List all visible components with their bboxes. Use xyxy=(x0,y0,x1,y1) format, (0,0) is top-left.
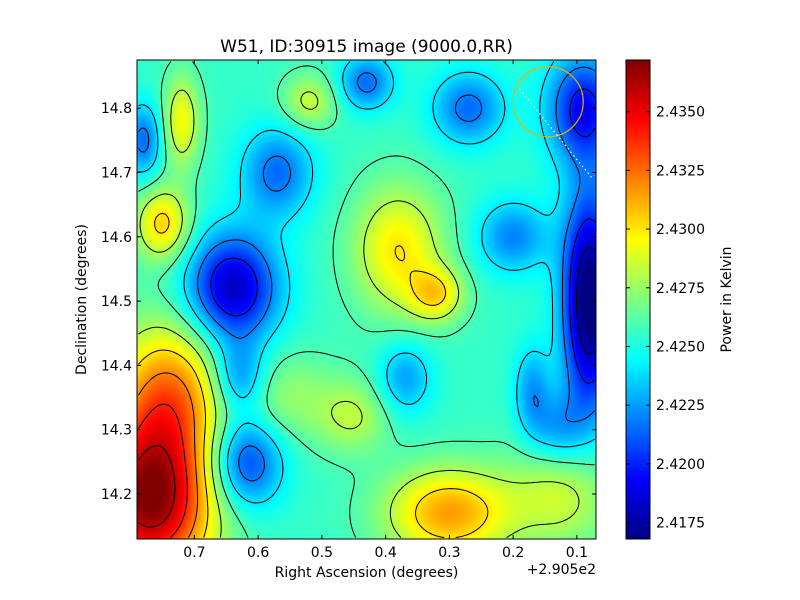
x-tick-label: 0.7 xyxy=(183,545,205,561)
y-tick-label: 14.7 xyxy=(101,166,132,182)
colorbar-ticks: 2.4175 2.4200 2.4225 2.4250 2.4275 2.4300 2.43… xyxy=(626,105,705,532)
chart-title: W51, ID:30915 image (9000.0,RR) xyxy=(220,37,513,57)
y-axis-ticks: 14.2 14.3 14.4 14.5 14.6 14.7 14.8 xyxy=(101,101,596,503)
y-tick-label: 14.6 xyxy=(101,230,132,246)
contour-level-2.432 xyxy=(138,372,198,538)
plot-area xyxy=(136,59,597,540)
x-tick-label: 0.4 xyxy=(374,545,396,561)
contour-level-2.422 xyxy=(138,66,595,482)
contour-level-2.424 xyxy=(138,61,595,504)
beam-circle xyxy=(512,66,584,138)
dotted-line xyxy=(519,88,594,180)
x-axis-offset-label: +2.905e2 xyxy=(527,562,596,578)
colorbar-gradient xyxy=(626,60,650,539)
colorbar-label: Power in Kelvin xyxy=(719,246,735,352)
y-tick-label: 14.2 xyxy=(101,487,132,503)
colorbar-tick-label: 2.4200 xyxy=(656,457,705,473)
x-tick-label: 0.2 xyxy=(502,545,524,561)
contour-level-2.436 xyxy=(138,445,176,528)
x-axis-ticks: 0.7 0.6 0.5 0.4 0.3 0.2 0.1 xyxy=(183,60,588,561)
x-tick-label: 0.3 xyxy=(438,545,460,561)
y-tick-label: 14.5 xyxy=(101,294,132,310)
x-axis-label: Right Ascension (degrees) xyxy=(275,565,459,581)
contour-level-2.43 xyxy=(138,212,489,538)
colorbar-tick-label: 2.4175 xyxy=(656,516,705,532)
colorbar-tick-label: 2.4350 xyxy=(656,105,705,121)
y-tick-label: 14.3 xyxy=(101,423,132,439)
y-tick-label: 14.4 xyxy=(101,358,132,374)
colorbar: 2.4175 2.4200 2.4225 2.4250 2.4275 2.4300 2.43… xyxy=(625,59,705,540)
colorbar-tick-label: 2.4250 xyxy=(656,339,705,355)
contour-lines xyxy=(138,61,595,538)
contour-level-2.428 xyxy=(138,89,580,538)
contour-level-2.434 xyxy=(138,403,188,538)
contour-level-2.42 xyxy=(210,88,595,384)
contour-level-2.426 xyxy=(138,61,595,538)
contour-level-2.418 xyxy=(576,247,595,355)
heatmap-image xyxy=(137,60,596,539)
x-tick-label: 0.6 xyxy=(247,545,269,561)
x-tick-label: 0.5 xyxy=(311,545,333,561)
overlay-markers xyxy=(512,66,594,180)
colorbar-tick-label: 2.4325 xyxy=(656,163,705,179)
colorbar-tick-label: 2.4225 xyxy=(656,398,705,414)
y-axis-label: Declination (degrees) xyxy=(74,224,90,375)
colorbar-tick-label: 2.4300 xyxy=(656,222,705,238)
colorbar-tick-label: 2.4275 xyxy=(656,281,705,297)
y-tick-label: 14.8 xyxy=(101,101,132,117)
x-tick-label: 0.1 xyxy=(566,545,588,561)
colorbar-frame xyxy=(625,59,651,540)
plot-frame xyxy=(136,59,597,540)
